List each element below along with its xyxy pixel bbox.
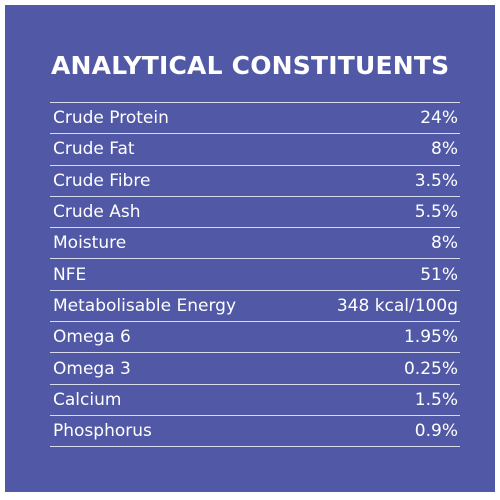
constituent-label: NFE	[53, 264, 87, 285]
table-row: Omega 6 1.95%	[50, 322, 460, 354]
constituent-label: Calcium	[53, 389, 122, 410]
constituent-label: Crude Protein	[53, 108, 169, 129]
constituents-table: Crude Protein 24% Crude Fat 8% Crude Fib…	[50, 102, 460, 448]
table-row: Crude Protein 24%	[50, 103, 460, 135]
constituent-label: Metabolisable Energy	[53, 295, 237, 316]
constituent-label: Omega 6	[53, 327, 131, 348]
constituent-label: Omega 3	[53, 358, 131, 379]
table-row: Crude Fibre 3.5%	[50, 166, 460, 197]
constituent-value: 8%	[431, 233, 458, 254]
constituent-value: 3.5%	[414, 170, 458, 191]
constituent-value: 0.9%	[414, 421, 458, 442]
table-row: Crude Ash 5.5%	[50, 197, 460, 229]
constituent-value: 24%	[420, 108, 458, 129]
table-row: Omega 3 0.25%	[50, 353, 460, 385]
constituent-label: Moisture	[53, 233, 127, 254]
table-row: Phosphorus 0.9%	[50, 416, 460, 448]
table-row: NFE 51%	[50, 259, 460, 291]
table-row: Moisture 8%	[50, 228, 460, 260]
table-row: Metabolisable Energy 348 kcal/100g	[50, 291, 460, 323]
constituent-value: 1.95%	[403, 327, 458, 348]
constituent-value: 5.5%	[414, 202, 458, 223]
table-row: Calcium 1.5%	[50, 385, 460, 416]
constituent-value: 1.5%	[414, 389, 458, 410]
table-row: Crude Fat 8%	[50, 134, 460, 166]
constituent-label: Phosphorus	[53, 421, 152, 442]
constituent-label: Crude Fibre	[53, 170, 151, 191]
constituent-value: 348 kcal/100g	[336, 295, 458, 316]
panel-title: ANALYTICAL CONSTITUENTS	[51, 51, 450, 80]
constituent-label: Crude Fat	[53, 139, 135, 160]
constituent-value: 51%	[420, 264, 458, 285]
constituents-panel: ANALYTICAL CONSTITUENTS Crude Protein 24…	[5, 5, 495, 492]
constituent-value: 8%	[431, 139, 458, 160]
constituent-value: 0.25%	[403, 358, 458, 379]
constituent-label: Crude Ash	[53, 202, 141, 223]
